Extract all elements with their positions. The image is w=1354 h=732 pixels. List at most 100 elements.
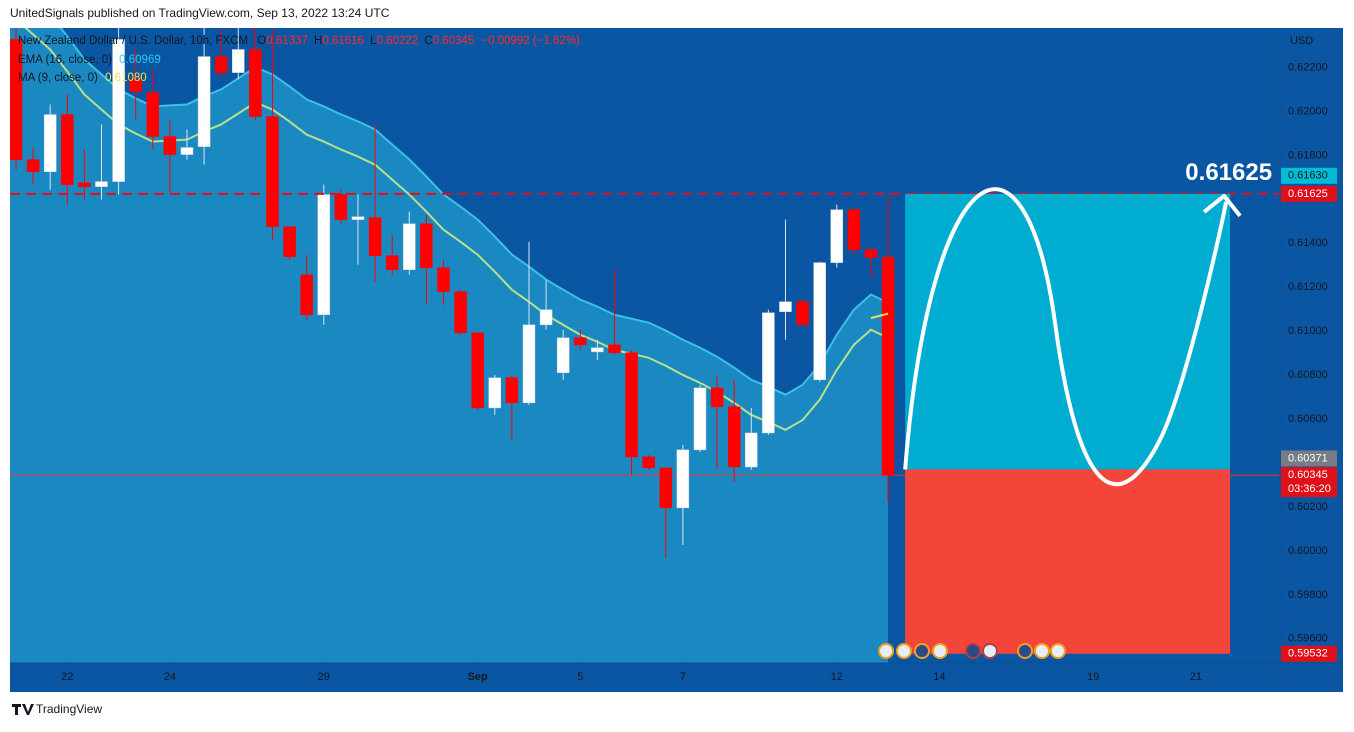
flag — [982, 643, 998, 659]
ohlc-value: 0.61337 — [266, 35, 308, 47]
legend-name: MA (9, close, 0) — [18, 72, 98, 84]
x-tick-label: 7 — [680, 671, 686, 683]
overlay: 0.61625 — [10, 159, 1280, 654]
flag — [965, 643, 981, 659]
ohlc-value: 0.60345 — [433, 35, 475, 47]
y-tick-label: 0.62000 — [1288, 105, 1328, 117]
candle-body — [505, 377, 519, 404]
candle-body — [78, 182, 91, 187]
flag — [1050, 643, 1066, 659]
currency: USD — [1290, 35, 1313, 47]
x-tick-label: 22 — [61, 671, 73, 683]
ohlc-value: 0.61616 — [322, 35, 364, 47]
candle-body — [437, 267, 450, 292]
candle-body — [847, 209, 861, 250]
candle-body — [197, 56, 211, 147]
x-tick-label: 14 — [933, 671, 945, 683]
flag — [1034, 643, 1050, 659]
candle-body — [591, 347, 604, 353]
ohlc-key: H — [314, 35, 322, 47]
price-badge-label: 0.61630 — [1288, 170, 1328, 182]
legend-ma: MA (9, close, 0) 0.61080 — [18, 72, 147, 84]
candle-body — [214, 56, 228, 73]
candle-body — [710, 387, 724, 408]
price-badge-label: 0.60345 — [1288, 469, 1328, 481]
flag — [932, 643, 948, 659]
legend-value: 0.61080 — [105, 72, 147, 84]
candle-body — [61, 114, 74, 185]
forecast-curve — [903, 187, 1229, 487]
change: −0.00992 (−1.62%) — [481, 35, 580, 47]
candle-body — [454, 291, 467, 334]
y-tick-label: 0.61400 — [1288, 237, 1328, 249]
candle-body — [693, 387, 707, 451]
x-tick-label: 12 — [831, 671, 843, 683]
position-target — [905, 193, 1231, 470]
header: UnitedSignals published on TradingView.c… — [10, 6, 390, 20]
candle-body — [300, 274, 313, 315]
x-tick-label: Sep — [468, 671, 488, 683]
legend-ema: EMA (16, close, 0) 0.60969 — [18, 54, 161, 66]
candle-body — [368, 217, 382, 256]
indicator-line — [870, 312, 889, 320]
x-tick-label: 29 — [318, 671, 330, 683]
candle-body — [556, 337, 570, 373]
candle-body — [539, 309, 553, 326]
position-stop — [905, 469, 1231, 654]
price-badge — [1281, 167, 1337, 184]
y-tick-label: 0.60200 — [1288, 501, 1328, 513]
candle-body — [351, 216, 365, 220]
legend-name: EMA (16, close, 0) — [18, 54, 112, 66]
candle-body — [864, 249, 878, 258]
candle-body — [471, 332, 484, 409]
candle-body — [180, 147, 194, 155]
plot — [10, 28, 1280, 663]
logo — [12, 704, 34, 715]
y-tick-label: 0.60800 — [1288, 369, 1328, 381]
cloud-edge — [59, 28, 889, 396]
y-tick-label: 0.60000 — [1288, 545, 1328, 557]
candle-body — [830, 209, 844, 263]
ohlc-value: 0.60222 — [377, 35, 419, 47]
candle-body — [642, 456, 655, 469]
candle-body — [659, 467, 673, 509]
candle-body — [813, 262, 826, 381]
candle-body — [317, 194, 331, 315]
candle-body — [266, 116, 279, 227]
candle-body — [385, 255, 399, 270]
countdown: 03:36:20 — [1288, 483, 1331, 495]
x-tick-label: 24 — [164, 671, 176, 683]
candle-body — [10, 39, 23, 160]
footer: TradingView — [36, 702, 102, 716]
footer-logo: TradingView — [12, 702, 102, 716]
y-tick-label: 0.61000 — [1288, 325, 1328, 337]
symbol: New Zealand Dollar / U.S. Dollar, 10h, F… — [18, 35, 248, 47]
legend-main: New Zealand Dollar / U.S. Dollar, 10h, F… — [18, 35, 580, 47]
candle-body — [762, 312, 775, 434]
candle-body — [283, 226, 296, 257]
candle-body — [26, 159, 40, 172]
y-tick-label: 0.62200 — [1288, 61, 1328, 73]
x-tick-label: 19 — [1087, 671, 1099, 683]
candle-body — [796, 301, 809, 326]
candle-body — [163, 136, 177, 155]
ohlc-key: L — [370, 35, 377, 47]
x-tick-label: 5 — [577, 671, 583, 683]
candle-body — [727, 406, 741, 468]
candle-body — [522, 324, 536, 404]
candle-body — [43, 114, 57, 172]
flag — [896, 643, 912, 659]
candle-body — [676, 449, 690, 509]
candle-body — [574, 337, 587, 346]
price-badge — [1281, 467, 1337, 498]
indicator-line — [24, 28, 889, 431]
price-badge-label: 0.59532 — [1288, 648, 1328, 660]
price-badge-label: 0.61625 — [1288, 188, 1328, 200]
candle-body — [420, 223, 433, 268]
candle-body — [625, 352, 638, 458]
candle-body — [232, 49, 245, 73]
candle-body — [249, 49, 262, 117]
candle-body — [146, 92, 160, 137]
candle-body — [129, 79, 142, 92]
